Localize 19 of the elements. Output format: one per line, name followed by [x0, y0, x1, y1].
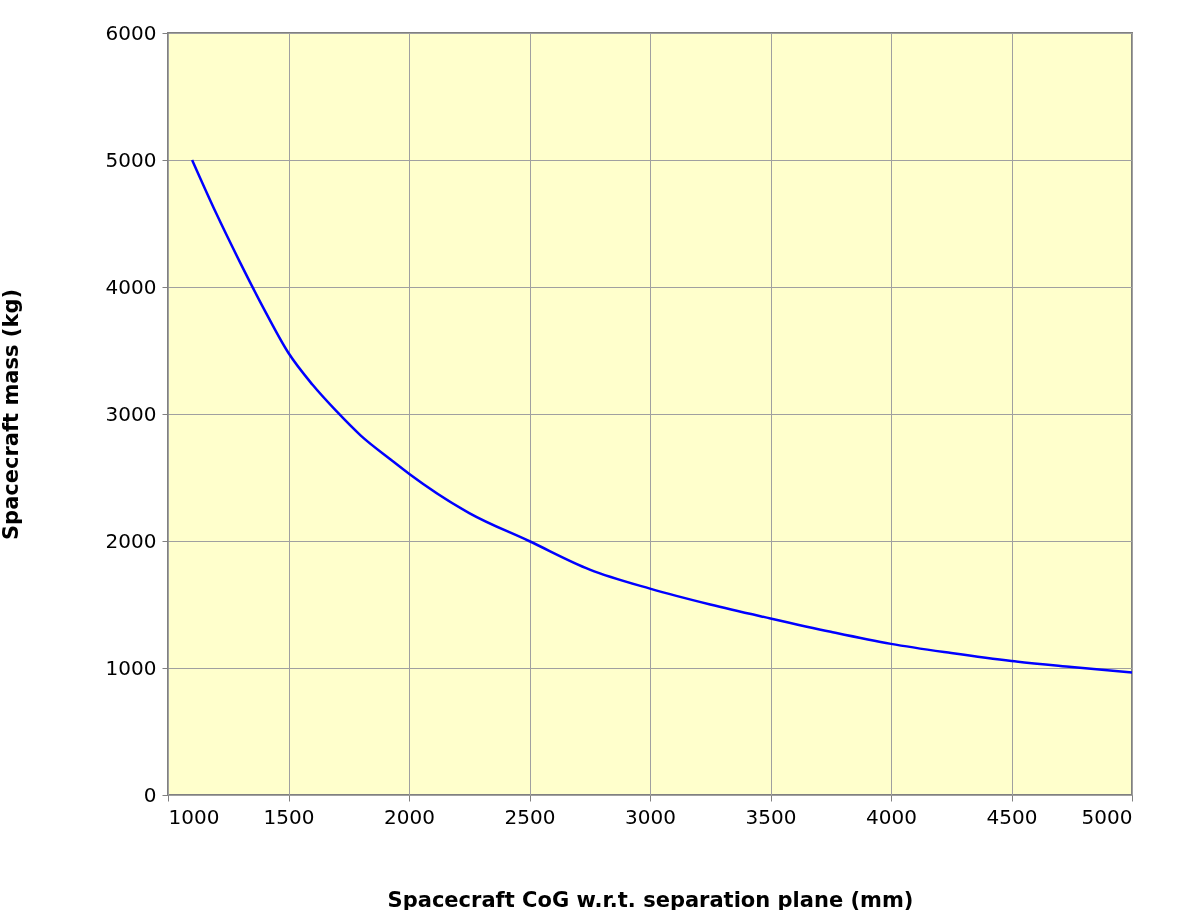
line-series [190, 158, 1134, 674]
x-tick-label: 5000 [1081, 804, 1133, 829]
y-tick-label: 3000 [105, 401, 157, 426]
x-tick-label: 2000 [384, 804, 435, 829]
y-tick-label: 2000 [105, 528, 157, 553]
y-tick-label: 1000 [105, 655, 157, 680]
x-tick-label: 1000 [168, 804, 220, 829]
x-tick-label: 4000 [866, 804, 917, 829]
y-tick-label: 6000 [105, 20, 157, 45]
x-tick-label: 2500 [504, 804, 556, 829]
x-axis-title: Spacecraft CoG w.r.t. separation plane (mm) [387, 887, 914, 912]
x-tick-label: 1500 [263, 804, 315, 829]
x-tick-label: 3000 [625, 804, 676, 829]
y-tick-label: 0 [143, 782, 157, 807]
y-axis-title: Spacecraft mass (kg) [0, 288, 23, 541]
x-tick-label: 4500 [986, 804, 1038, 829]
x-tick-label: 3500 [745, 804, 797, 829]
y-tick-label: 4000 [105, 274, 157, 299]
y-tick-label: 5000 [105, 147, 157, 172]
